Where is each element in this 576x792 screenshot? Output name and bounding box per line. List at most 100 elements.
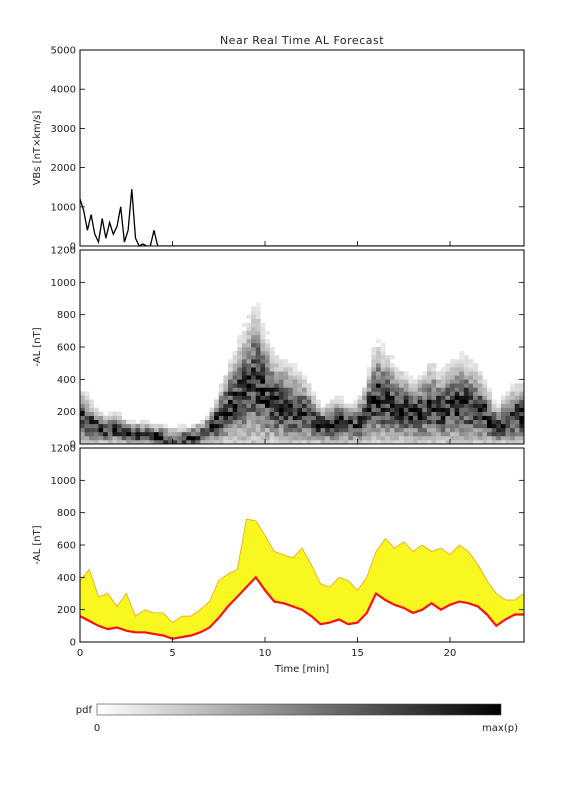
pdf-cell	[459, 427, 465, 433]
pdf-cell	[246, 375, 252, 380]
pdf-cell	[93, 427, 99, 433]
pdf-cell	[348, 415, 354, 421]
pdf-cell	[232, 371, 238, 376]
pdf-cell	[84, 411, 90, 417]
pdf-cell	[519, 419, 524, 425]
pdf-cell	[422, 423, 428, 429]
pdf-cell	[209, 431, 215, 437]
pdf-cell	[389, 391, 395, 396]
pdf-cell	[260, 347, 266, 352]
pdf-cell	[477, 375, 483, 380]
pdf-cell	[385, 411, 391, 417]
pdf-cell	[107, 431, 113, 437]
pdf-cell	[445, 371, 451, 376]
pdf-cell	[140, 423, 146, 429]
pdf-cell	[154, 423, 159, 429]
pdf-cell	[251, 379, 257, 384]
pdf-cell	[288, 379, 294, 384]
pdf-cell	[237, 367, 243, 372]
pdf-cell	[228, 371, 233, 376]
pdf-cell	[302, 415, 307, 421]
pdf-cell	[454, 439, 460, 444]
pdf-cell	[500, 415, 506, 421]
pdf-cell	[255, 395, 261, 400]
colorbar: pdf 0 max(p)	[76, 703, 518, 734]
xtick-label-4: 20	[444, 648, 457, 659]
pdf-cell	[121, 439, 127, 444]
pdf-cell	[117, 431, 122, 437]
pdf-cell	[278, 419, 284, 425]
pdf-cell	[292, 383, 298, 388]
pdf-cell	[482, 431, 488, 437]
pdf-cell	[422, 411, 428, 417]
pdf-cell	[376, 363, 381, 368]
pdf-cell	[408, 431, 414, 437]
pdf-cell	[468, 375, 474, 380]
pdf-cell	[84, 395, 90, 400]
pdf-cell	[463, 391, 469, 396]
chart-title: Near Real Time AL Forecast	[220, 34, 384, 47]
pdf-cell	[255, 359, 261, 364]
pdf-cell	[302, 431, 307, 437]
pdf-cell	[80, 423, 85, 429]
pdf-cell	[380, 355, 386, 360]
pdf-cell	[117, 419, 122, 425]
pdf-cell	[103, 423, 109, 429]
pdf-cell	[514, 435, 520, 441]
pdf-cell	[103, 435, 109, 441]
pdf-cell	[440, 395, 446, 400]
pdf-cell	[255, 326, 261, 332]
pdf-cell	[112, 435, 118, 441]
forecast-ytick-label-0: 0	[70, 638, 76, 649]
pdf-cell	[274, 431, 280, 437]
pdf-cell	[366, 371, 372, 376]
pdf-cell	[339, 411, 344, 417]
pdf-cell	[436, 371, 442, 376]
pdf-cell	[177, 427, 183, 433]
pdf-cell	[380, 383, 386, 388]
pdf-cell	[408, 435, 414, 441]
pdf-cell	[389, 431, 395, 437]
pdf-cell	[251, 391, 257, 396]
pdf-cell	[260, 399, 266, 404]
pdf-cell	[260, 375, 266, 380]
pdf-cell	[399, 399, 405, 404]
vbs-ytick-label-1: 1000	[51, 202, 76, 213]
pdf-cell	[403, 371, 409, 376]
forecast-ytick-label-6: 1200	[51, 444, 76, 455]
pdf-cell	[408, 375, 414, 380]
pdf-cell	[274, 403, 280, 408]
pdf-cell	[107, 439, 113, 444]
pdf-cell	[283, 435, 289, 441]
pdf-cell	[343, 411, 349, 417]
pdf-cell	[251, 395, 257, 400]
pdf-cell	[265, 367, 270, 372]
pdf-cell	[140, 439, 146, 444]
pdf-cell	[251, 371, 257, 376]
pdf-cell	[255, 302, 261, 307]
pdf-cell	[459, 435, 465, 441]
pdf-cell	[241, 338, 247, 344]
pdf-cell	[130, 435, 136, 441]
vbs-ytick-label-4: 4000	[51, 85, 76, 96]
pdf-cell	[477, 403, 483, 408]
pdf-cell	[255, 383, 261, 388]
pdf-cell	[121, 419, 127, 425]
pdf-cell	[380, 351, 386, 356]
pdf-cell	[255, 314, 261, 320]
pdf-cell	[473, 403, 479, 408]
pdf-cell	[482, 391, 488, 396]
pdf-cell	[223, 387, 229, 392]
pdf-cell	[380, 371, 386, 376]
pdf-cell	[380, 439, 386, 444]
pdf-cell	[103, 431, 109, 437]
pdf-cell	[200, 439, 206, 444]
pdf-cell	[463, 363, 469, 368]
pdf-cell	[274, 391, 280, 396]
pdf-cell	[454, 395, 460, 400]
pdf-cell	[241, 322, 247, 328]
pdf-cell	[265, 411, 270, 417]
pdf-cell	[223, 423, 229, 429]
pdf-cell	[80, 399, 85, 404]
pdf-cell	[473, 387, 479, 392]
